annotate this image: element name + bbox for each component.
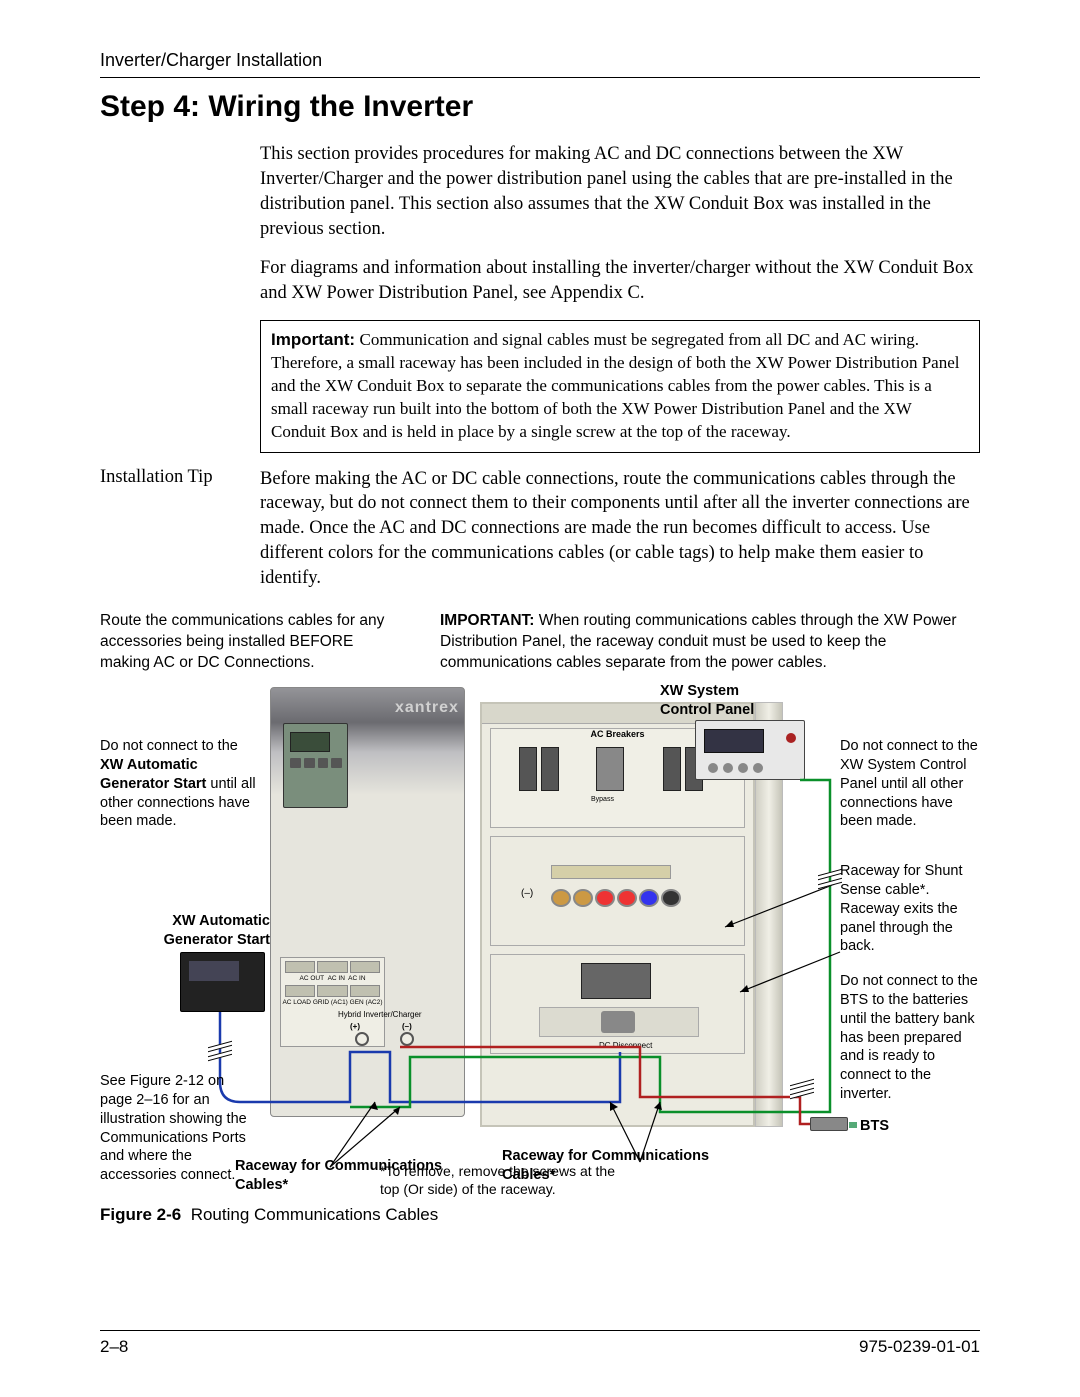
dc-disconnect-area: DC Disconnect bbox=[490, 954, 745, 1054]
important-box: Important: Communication and signal cabl… bbox=[260, 320, 980, 453]
chapter-header: Inverter/Charger Installation bbox=[100, 50, 980, 71]
callout-bts-label: BTS bbox=[860, 1117, 889, 1136]
section-title: Step 4: Wiring the Inverter bbox=[100, 90, 980, 124]
page-footer: 2–8 975-0239-01-01 bbox=[100, 1330, 980, 1357]
callout-bts-note: Do not connect to the BTS to the batteri… bbox=[840, 972, 980, 1104]
callout-remove: *To remove, remove the screws at the top… bbox=[380, 1162, 630, 1198]
callout-ags-label: XW Automatic Generator Start bbox=[140, 912, 270, 950]
callout-shunt: Raceway for Shunt Sense cable*. Raceway … bbox=[840, 862, 980, 956]
inverter-display bbox=[283, 723, 348, 808]
note-important-routing: IMPORTANT: When routing communications c… bbox=[440, 611, 980, 674]
plus-term: (+) bbox=[350, 1022, 360, 1032]
busbar-area: (–) bbox=[490, 836, 745, 946]
important-text: Communication and signal cables must be … bbox=[271, 330, 959, 441]
figure-number: Figure 2-6 bbox=[100, 1205, 181, 1224]
callout-scp-note: Do not connect to the XW System Control … bbox=[840, 737, 980, 831]
tip-text: Before making the AC or DC cable connect… bbox=[260, 467, 980, 592]
inverter-unit bbox=[270, 687, 465, 1117]
note-route-cables: Route the communications cables for any … bbox=[100, 611, 400, 674]
important-label: Important: bbox=[271, 330, 355, 349]
callout-ags-note: Do not connect to the XW Automatic Gener… bbox=[100, 737, 260, 831]
ac-connection-block: AC OUT AC IN AC IN AC LOAD GRID (AC1) GE… bbox=[280, 957, 385, 1047]
intro-para-1: This section provides procedures for mak… bbox=[260, 142, 980, 242]
doc-number: 975-0239-01-01 bbox=[859, 1337, 980, 1357]
note-important-lead: IMPORTANT: bbox=[440, 612, 534, 629]
header-rule bbox=[100, 77, 980, 78]
auto-generator-start bbox=[180, 952, 265, 1012]
figure-caption: Figure 2-6 Routing Communications Cables bbox=[100, 1205, 980, 1225]
system-control-panel bbox=[695, 720, 805, 780]
tip-label: Installation Tip bbox=[100, 467, 260, 592]
bts-sensor bbox=[810, 1117, 848, 1131]
page-number: 2–8 bbox=[100, 1337, 128, 1357]
brand-label: xantrex bbox=[395, 698, 459, 719]
minus-term: (–) bbox=[402, 1022, 412, 1032]
routing-diagram: xantrex AC OUT AC IN AC IN AC LOAD GRID … bbox=[100, 682, 980, 1187]
hybrid-label: Hybrid Inverter/Charger bbox=[338, 1010, 422, 1020]
intro-para-2: For diagrams and information about insta… bbox=[260, 256, 980, 306]
callout-scp-title: XW System Control Panel bbox=[660, 682, 780, 720]
figure-title: Routing Communications Cables bbox=[191, 1205, 439, 1224]
